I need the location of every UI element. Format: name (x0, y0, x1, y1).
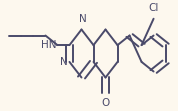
Text: N: N (60, 57, 68, 67)
Text: O: O (101, 98, 110, 108)
Text: N: N (79, 14, 86, 24)
Text: Cl: Cl (148, 3, 159, 13)
Text: HN: HN (41, 40, 56, 50)
